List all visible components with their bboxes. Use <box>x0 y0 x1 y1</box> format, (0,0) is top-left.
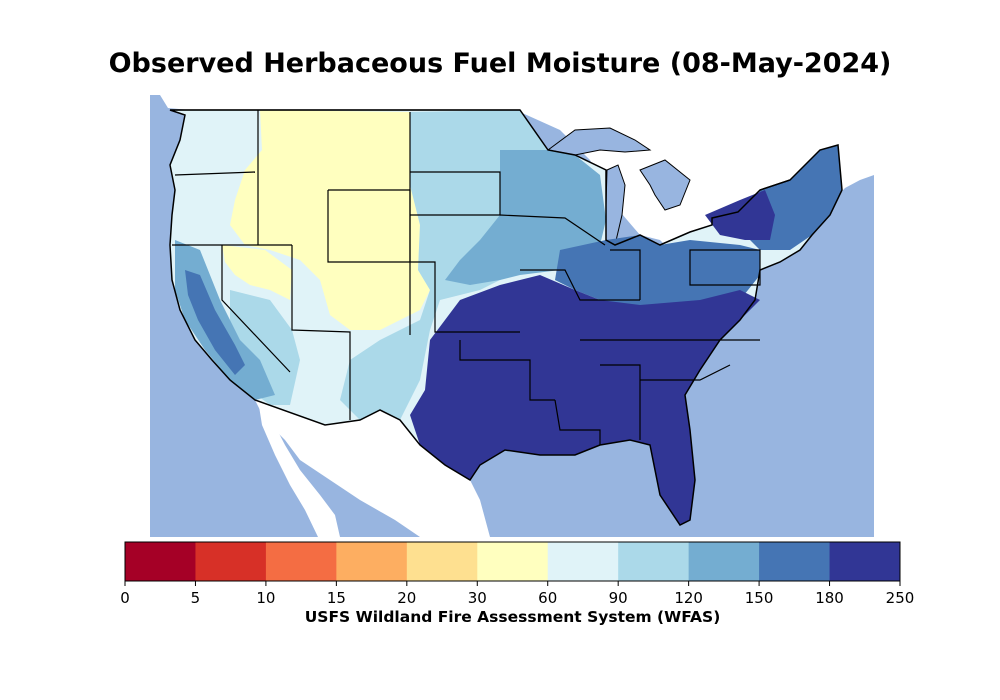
colorbar-tick-label: 10 <box>256 589 275 607</box>
moisture-zone-180-250-ny <box>705 190 775 240</box>
mexico-land <box>255 400 490 537</box>
colorbar-caption: USFS Wildland Fire Assessment System (WF… <box>304 608 721 626</box>
colorbar-bin-30-60 <box>477 542 549 581</box>
fuel-moisture-map <box>150 84 874 537</box>
lake-superior <box>546 127 652 156</box>
moisture-zone-150-180-pacific <box>185 270 245 375</box>
colorbar-bin-20-30 <box>406 542 478 581</box>
colorbar-tick-label: 180 <box>815 589 844 607</box>
colorbar-tick-label: 5 <box>191 589 201 607</box>
conus-outline <box>169 109 843 526</box>
canada-land <box>150 84 874 252</box>
colorbar-tick-label: 90 <box>609 589 628 607</box>
colorbar-tick-label: 20 <box>397 589 416 607</box>
map-title: Observed Herbaceous Fuel Moisture (08-Ma… <box>108 48 892 79</box>
moisture-zone-30-60-basin <box>222 245 292 300</box>
colorbar-bin-10-15 <box>265 542 337 581</box>
moisture-zone-180-250 <box>410 275 760 525</box>
colorbar-tick-label: 30 <box>468 589 487 607</box>
colorbar-frame <box>124 541 901 582</box>
colorbar-tick-label: 60 <box>538 589 557 607</box>
colorbar-bin-150-180 <box>759 542 831 581</box>
colorbar-tick-label: 250 <box>886 589 915 607</box>
lake-huron <box>639 159 691 211</box>
moisture-zone-30-60 <box>230 110 430 330</box>
colorbar-tick-label: 15 <box>327 589 346 607</box>
colorbar-bin-5-10 <box>195 542 267 581</box>
colorbar-bin-90-120 <box>618 542 690 581</box>
colorbar-bin-120-150 <box>688 542 760 581</box>
colorbar-tick-label: 120 <box>674 589 703 607</box>
colorbar-tick-label: 150 <box>745 589 774 607</box>
colorbar-bin-15-20 <box>336 542 408 581</box>
colorbar-tick-label: 0 <box>120 589 130 607</box>
baja-california <box>258 400 340 537</box>
colorbar-bin-0-5 <box>125 542 196 581</box>
colorbar-bin-60-90 <box>547 542 619 581</box>
colorbar-bin-180-250 <box>829 542 901 581</box>
